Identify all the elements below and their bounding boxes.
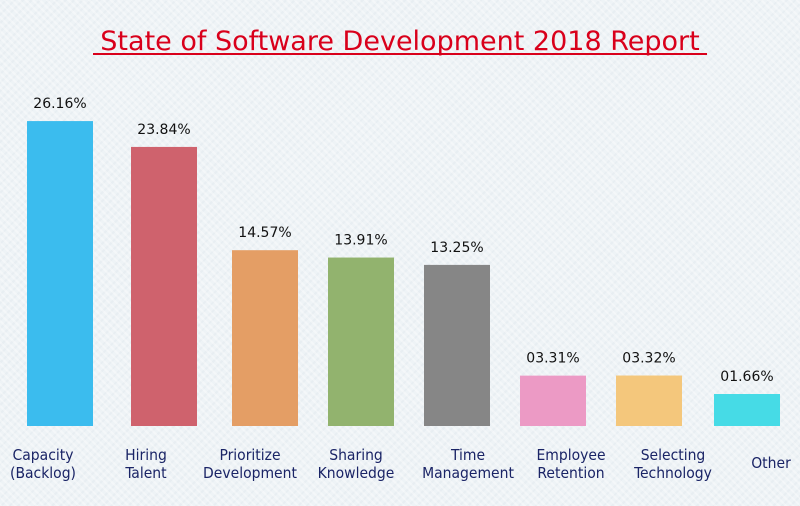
category-label: Employee Retention: [536, 446, 605, 482]
category-label: Prioritize Development: [203, 446, 297, 482]
category-label: Time Management: [422, 446, 514, 482]
bar: [232, 250, 298, 426]
category-label: Sharing Knowledge: [318, 446, 395, 482]
data-label: 01.66%: [720, 369, 773, 385]
category-label: Selecting Technology: [633, 446, 712, 482]
bar: [714, 394, 780, 426]
bar: [328, 257, 394, 426]
data-label: 03.31%: [526, 351, 579, 367]
bar: [424, 264, 490, 426]
category-label: Other: [751, 454, 791, 472]
data-label: 13.91%: [334, 233, 387, 249]
bar: [616, 375, 682, 426]
data-label: 03.32%: [622, 351, 675, 367]
bar: [131, 146, 197, 426]
category-label: Hiring Talent: [124, 446, 167, 482]
data-label: 14.57%: [238, 225, 291, 241]
bar: [520, 375, 586, 426]
bar: [27, 121, 93, 426]
category-label: Capacity (Backlog): [10, 446, 76, 482]
data-label: 13.25%: [430, 240, 483, 256]
chart-title: State of Software Development 2018 Repor…: [100, 26, 699, 57]
data-label: 23.84%: [137, 122, 190, 138]
data-label: 26.16%: [33, 96, 86, 112]
